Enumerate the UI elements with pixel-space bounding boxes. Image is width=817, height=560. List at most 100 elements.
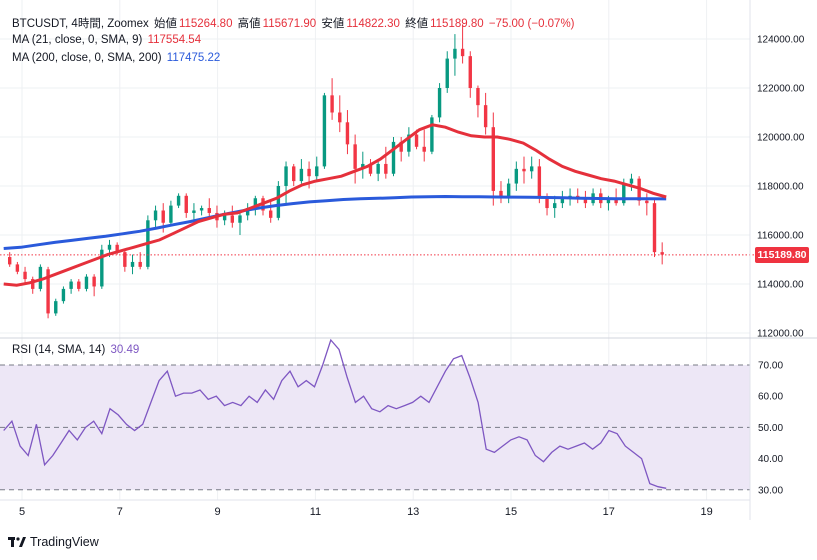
candle-body bbox=[31, 279, 35, 289]
candle-body bbox=[506, 183, 511, 199]
candle-body bbox=[199, 208, 204, 211]
candle-body bbox=[437, 88, 442, 118]
time-tick-label: 15 bbox=[505, 506, 517, 518]
time-tick-label: 17 bbox=[603, 506, 615, 518]
close-value: 115189.80 bbox=[430, 18, 484, 30]
time-tick-label: 9 bbox=[215, 506, 221, 518]
candle-body bbox=[307, 168, 311, 177]
candle-body bbox=[330, 95, 334, 113]
candle-body bbox=[115, 244, 119, 253]
candle-body bbox=[161, 210, 165, 223]
candle-body bbox=[222, 215, 227, 221]
candle-body bbox=[84, 276, 89, 289]
candle-body bbox=[476, 88, 480, 106]
candlesticks bbox=[8, 24, 664, 319]
candle-body bbox=[176, 195, 181, 206]
high-label: 高値 bbox=[237, 18, 261, 30]
rsi-label: RSI (14, SMA, 14) bbox=[12, 344, 106, 356]
open-label: 始値 bbox=[153, 18, 177, 30]
candle-body bbox=[629, 178, 634, 184]
rsi-line bbox=[3, 338, 667, 489]
candle-body bbox=[169, 205, 173, 223]
rsi-value: 30.49 bbox=[110, 344, 140, 356]
candle-body bbox=[230, 215, 235, 223]
candle-body bbox=[384, 163, 388, 174]
open-value: 115264.80 bbox=[178, 18, 233, 30]
candle-body bbox=[430, 117, 434, 152]
candle-body bbox=[376, 163, 380, 174]
time-tick-label: 11 bbox=[310, 506, 321, 518]
candle-body bbox=[92, 276, 96, 287]
low-label: 安値 bbox=[321, 18, 345, 30]
candle-body bbox=[184, 195, 188, 213]
candle-body bbox=[315, 166, 319, 177]
price-tick-label: 114000.00 bbox=[757, 280, 804, 291]
candle-body bbox=[107, 244, 112, 250]
rsi-tick-label: 50.00 bbox=[758, 423, 783, 434]
candle-body bbox=[622, 183, 626, 204]
candle-body bbox=[100, 249, 104, 287]
candle-body bbox=[192, 210, 196, 213]
last-price-tag: 115189.80 bbox=[755, 247, 809, 263]
rsi-legend[interactable]: RSI (14, SMA, 14) 30.49 bbox=[12, 344, 141, 356]
candle-body bbox=[8, 257, 12, 265]
candle-body bbox=[353, 144, 357, 169]
candle-body bbox=[453, 48, 457, 59]
price-tick-label: 124000.00 bbox=[757, 35, 805, 46]
ma200-legend[interactable]: MA (200, close, 0, SMA, 200) 117475.22 bbox=[12, 52, 222, 64]
tradingview-logo-icon bbox=[8, 536, 26, 547]
candle-body bbox=[69, 281, 73, 289]
candle-body bbox=[399, 141, 403, 152]
candle-body bbox=[245, 208, 250, 216]
ma21-label: MA (21, close, 0, SMA, 9) bbox=[12, 34, 143, 46]
candle-body bbox=[253, 198, 258, 209]
ma21-legend[interactable]: MA (21, close, 0, SMA, 9) 117554.54 bbox=[12, 34, 203, 46]
candle-body bbox=[284, 166, 288, 186]
time-tick-label: 19 bbox=[700, 506, 712, 518]
candle-body bbox=[238, 215, 242, 223]
candle-body bbox=[491, 127, 495, 191]
candle-body bbox=[414, 134, 419, 147]
ma200-value: 117475.22 bbox=[166, 52, 221, 64]
candle-body bbox=[15, 264, 20, 272]
candle-body bbox=[645, 200, 649, 204]
candle-body bbox=[345, 122, 350, 145]
candle-body bbox=[77, 281, 81, 289]
candle-body bbox=[606, 198, 611, 204]
candle-body bbox=[61, 288, 66, 302]
rsi-guide-lines bbox=[0, 364, 750, 491]
axis-labels: 124000.00122000.00120000.00118000.001160… bbox=[19, 35, 805, 519]
candle-body bbox=[268, 210, 273, 218]
candle-body bbox=[468, 56, 472, 88]
candle-body bbox=[514, 168, 519, 184]
rsi-tick-label: 70.00 bbox=[758, 361, 783, 372]
candle-body bbox=[368, 163, 373, 174]
candle-body bbox=[545, 198, 549, 209]
candle-body bbox=[537, 166, 542, 199]
price-tick-label: 116000.00 bbox=[757, 231, 804, 242]
symbol-label: BTCUSDT, 4時間, Zoomex bbox=[12, 18, 149, 30]
price-tick-label: 120000.00 bbox=[757, 133, 805, 144]
rsi-tick-label: 30.00 bbox=[758, 485, 783, 496]
candle-body bbox=[338, 112, 342, 123]
candle-body bbox=[460, 48, 465, 57]
candle-body bbox=[322, 95, 327, 167]
close-label: 終値 bbox=[405, 18, 429, 30]
candle-body bbox=[614, 198, 618, 204]
candle-body bbox=[299, 168, 304, 182]
candle-body bbox=[483, 105, 488, 128]
change-value: −75.00 (−0.07%) bbox=[488, 18, 575, 30]
time-tick-label: 5 bbox=[19, 506, 25, 518]
candle-body bbox=[652, 203, 657, 253]
candle-body bbox=[637, 178, 641, 201]
candle-body bbox=[407, 134, 411, 152]
candle-body bbox=[522, 168, 526, 172]
candle-body bbox=[23, 271, 27, 280]
ma21-value: 117554.54 bbox=[147, 34, 202, 46]
candle-body bbox=[130, 261, 135, 267]
price-tick-label: 122000.00 bbox=[757, 84, 805, 95]
candle-body bbox=[660, 252, 664, 255]
tradingview-brand[interactable]: TradingView bbox=[8, 535, 99, 549]
candle-body bbox=[499, 190, 503, 199]
